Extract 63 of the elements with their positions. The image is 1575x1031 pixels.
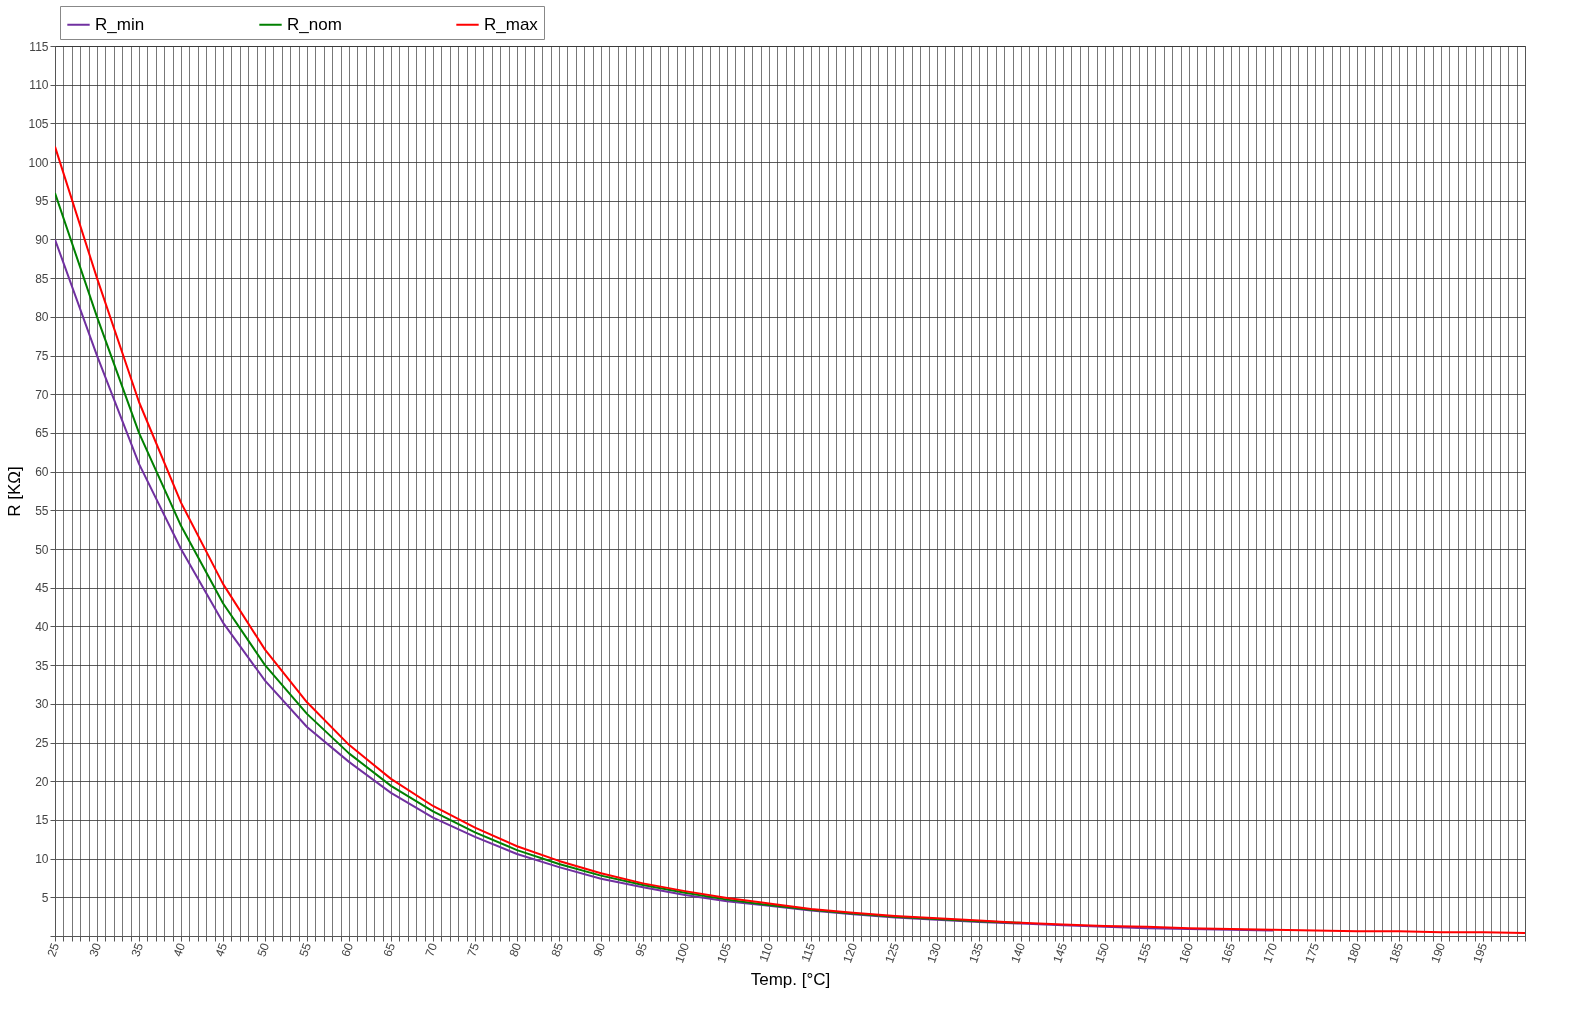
line-series [55,238,1274,932]
y-tick-label: 35 [35,658,49,673]
x-tick-label: 160 [1176,940,1197,965]
x-tick-label: 75 [464,940,483,959]
y-tick-label: 5 [41,890,49,905]
legend-label: R_min [95,14,145,34]
x-tick-label: 40 [170,940,189,959]
x-tick-label: 105 [714,940,735,965]
x-tick-label: 80 [506,940,525,959]
x-tick-label: 145 [1050,940,1071,965]
x-tick-label: 110 [756,940,777,964]
x-tick-label: 65 [380,940,399,959]
y-tick-label: 25 [35,736,49,751]
y-axis-title: R [KΩ] [5,466,25,517]
x-tick-label: 165 [1218,940,1239,965]
x-tick-label: 100 [672,940,693,965]
x-tick-label: 180 [1344,940,1365,965]
x-tick-label: 85 [548,940,567,959]
x-tick-label: 195 [1470,940,1491,965]
y-tick-label: 55 [35,503,49,518]
x-tick-label: 120 [840,940,861,965]
x-tick-label: 55 [296,940,315,959]
y-tick-label: 110 [29,78,49,93]
legend-label: R_max [484,14,539,34]
x-tick-label: 70 [422,940,441,959]
x-tick-label: 45 [212,940,231,959]
x-tick-label: 175 [1302,940,1323,965]
y-tick-label: 40 [35,619,49,634]
x-axis-title: Temp. [°C] [750,970,831,990]
y-tick-label: 115 [29,39,49,54]
y-tick-label: 30 [35,697,49,712]
y-tick-label: 75 [35,349,49,364]
x-tick-label: 135 [966,940,987,965]
x-tick-label: 115 [798,940,819,964]
y-tick-label: 90 [35,232,49,247]
x-tick-label: 125 [882,940,903,965]
x-tick-label: 140 [1008,940,1029,965]
x-tick-label: 130 [924,940,945,965]
y-tick-label: 65 [35,426,49,441]
y-tick-label: 80 [35,310,49,325]
y-tick-label: 45 [35,581,49,596]
y-tick-label: 10 [35,852,49,867]
y-tick-label: 60 [35,465,49,480]
y-tick-label: 50 [35,542,49,557]
x-tick-label: 185 [1386,940,1407,965]
y-tick-label: 20 [35,774,49,789]
y-tick-label: 95 [35,194,49,209]
y-tick-label: 105 [28,116,49,131]
x-tick-label: 95 [632,940,651,959]
x-tick-label: 155 [1134,940,1155,965]
x-tick-label: 30 [86,940,105,959]
x-tick-label: 90 [590,940,609,959]
y-tick-label: 15 [35,813,49,828]
x-tick-label: 150 [1092,940,1113,965]
x-tick-label: 60 [338,940,357,959]
y-tick-label: 100 [28,155,49,170]
x-tick-label: 50 [254,940,273,959]
x-tick-label: 35 [128,940,147,959]
y-tick-label: 85 [35,271,49,286]
x-tick-label: 190 [1428,940,1449,965]
x-tick-label: 170 [1260,940,1281,965]
y-tick-label: 70 [35,387,49,402]
legend-label: R_nom [287,14,342,34]
